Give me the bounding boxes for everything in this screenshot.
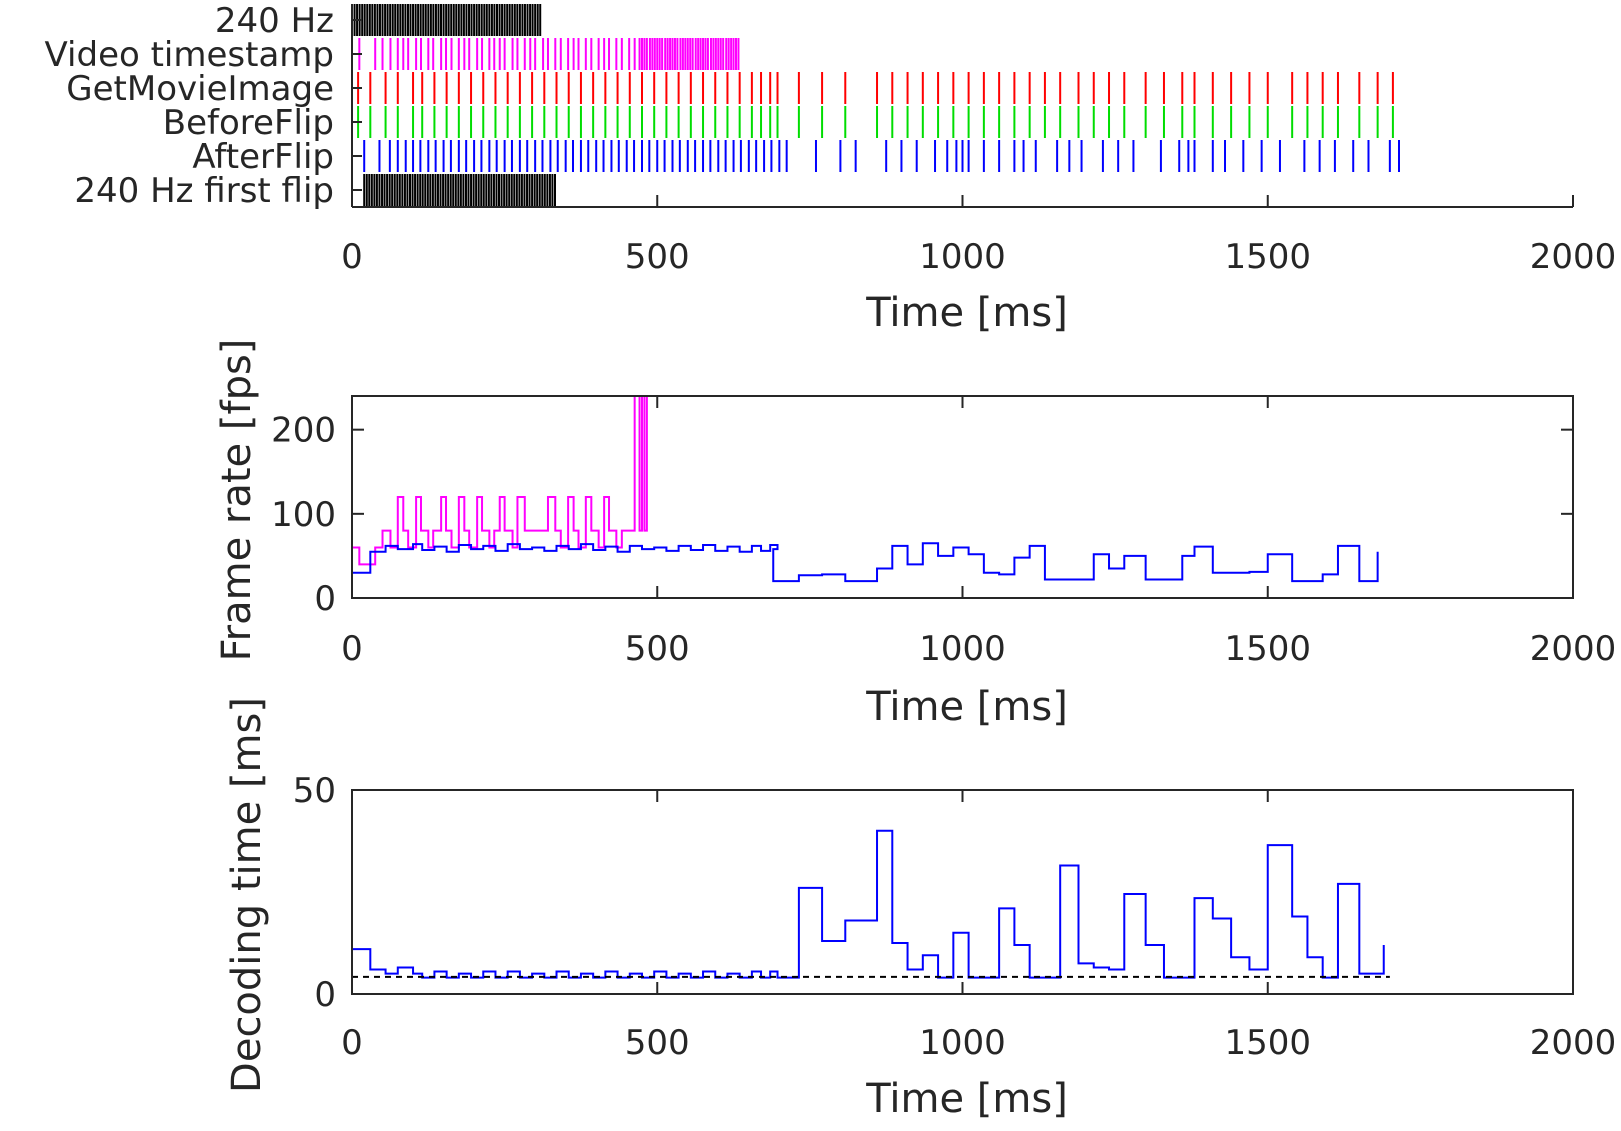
frame-rate-y-tick-label: 200 <box>271 411 336 451</box>
event-raster-x-label: Time [ms] <box>865 290 1068 336</box>
frame-rate-x-tick-label: 1500 <box>1224 629 1311 669</box>
decoding-time-plot-frame <box>351 789 1574 995</box>
frame-rate-y-tick-label: 0 <box>314 579 336 619</box>
event-row-label: Video timestamp <box>45 35 334 75</box>
frame-rate-x-tick-label: 500 <box>625 629 690 669</box>
event-row-2 <box>357 72 1394 104</box>
decoding-time-y-tick-label: 0 <box>314 975 336 1015</box>
frame-rate-axes: 0 500 1000 1500 2000 0 100 200 <box>271 396 1616 669</box>
frame-rate-panel: 0 500 1000 1500 2000 0 100 200 Time [ms] Frame … <box>214 339 1616 730</box>
event-raster-x-tick-label: 1000 <box>919 237 1006 277</box>
decoding-time-y-tick-label: 50 <box>293 771 336 811</box>
decoding-time-x-tick-label: 2000 <box>1530 1023 1617 1063</box>
decoding-time-x-tick-label: 0 <box>341 1023 363 1063</box>
frame-rate-series <box>352 395 1390 583</box>
event-row-label: 240 Hz first flip <box>74 171 334 211</box>
event-raster-x-tick-label: 500 <box>625 237 690 277</box>
frame-rate-series-0 <box>352 395 737 566</box>
event-raster-x-tick-label: 2000 <box>1530 237 1617 277</box>
event-row-label: 240 Hz <box>215 1 334 41</box>
frame-rate-y-tick-label: 100 <box>271 495 336 535</box>
event-raster-x-tick-label: 1500 <box>1224 237 1311 277</box>
decoding-time-panel: 0 500 1000 1500 2000 0 50 Time [ms] Decoding t… <box>224 697 1616 1122</box>
event-row-4 <box>363 140 1401 172</box>
event-row-label: GetMovieImage <box>66 69 334 109</box>
event-row-label: BeforeFlip <box>163 103 334 143</box>
frame-rate-x-tick-label: 0 <box>341 629 363 669</box>
event-raster-x-axis: 0 500 1000 1500 2000 <box>341 4 1616 277</box>
decoding-time-x-tick-label: 1000 <box>919 1023 1006 1063</box>
event-row-1 <box>351 38 740 70</box>
event-row-5 <box>363 174 556 206</box>
decoding-time-series <box>352 829 1390 979</box>
decoding-time-axes: 0 500 1000 1500 2000 0 50 <box>293 771 1617 1063</box>
decoding-time-y-label: Decoding time [ms] <box>224 697 270 1093</box>
event-row-3 <box>357 106 1394 138</box>
event-row-0 <box>351 4 542 36</box>
decoding-time-x-tick-label: 500 <box>625 1023 690 1063</box>
frame-rate-x-tick-label: 1000 <box>919 629 1006 669</box>
frame-rate-y-label: Frame rate [fps] <box>214 339 260 662</box>
decoding-time-x-label: Time [ms] <box>865 1076 1068 1122</box>
event-raster-x-tick-label: 0 <box>341 237 363 277</box>
event-row-label: AfterFlip <box>192 137 334 177</box>
event-raster-marks <box>351 4 1401 206</box>
decoding-time-series-0 <box>352 829 1385 979</box>
decoding-time-x-tick-label: 1500 <box>1224 1023 1311 1063</box>
frame-rate-x-tick-label: 2000 <box>1530 629 1617 669</box>
frame-rate-x-label: Time [ms] <box>865 684 1068 730</box>
frame-rate-series-1 <box>352 542 1379 583</box>
frame-rate-plot-frame <box>351 395 1574 599</box>
